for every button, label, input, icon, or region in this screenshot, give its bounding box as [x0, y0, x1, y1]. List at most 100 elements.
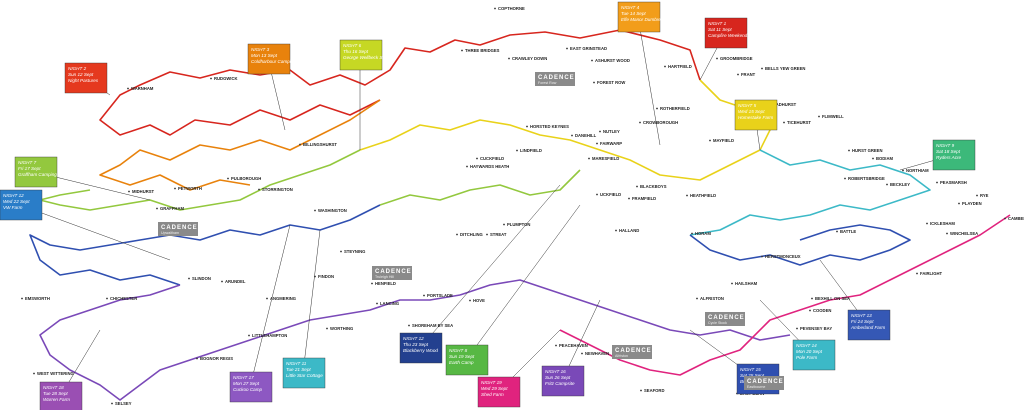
- night-box: [477, 376, 521, 408]
- night-site: Shed Farm: [481, 392, 504, 397]
- night-site: Earth Camp: [449, 360, 474, 365]
- leader-line: [637, 16, 661, 146]
- place-label: PULBOROUGH: [231, 176, 261, 181]
- night-date: Mon 27 Sept: [233, 381, 260, 386]
- place-label: NEWHAVEN: [585, 351, 609, 356]
- place-label: FRAMFIELD: [632, 196, 656, 201]
- night-site: Pole Farm: [796, 355, 817, 360]
- cadence-brand: CADENCE: [161, 225, 198, 231]
- place-label: LANCING: [380, 301, 399, 306]
- place-label: PLAYDEN: [962, 201, 982, 206]
- place-dot: [571, 134, 573, 137]
- cadence-brand: CADENCE: [375, 269, 412, 275]
- route: [29, 204, 381, 286]
- place-dot: [926, 222, 928, 225]
- cadence-box: [158, 222, 198, 236]
- place-label: WASHINGTON: [318, 208, 347, 213]
- night-title: NIGHT 16: [545, 369, 566, 374]
- place-label: SEAFORD: [644, 388, 664, 393]
- night-site: George Wellbeck Sellers: [343, 55, 394, 60]
- place-label: CHICHESTER: [110, 296, 137, 301]
- place-dot: [508, 57, 510, 60]
- place-label: PEACEHAVEN: [559, 343, 588, 348]
- place-dot: [640, 389, 642, 392]
- place-label: HEATHFIELD: [690, 193, 716, 198]
- place-label: CROWBOROUGH: [643, 120, 678, 125]
- place-label: ROBERTSBRIDGE: [848, 176, 885, 181]
- place-dot: [196, 357, 198, 360]
- place-label: ASHURST WOOD: [595, 58, 630, 63]
- place-label: HORAM: [695, 231, 711, 236]
- night-title: NIGHT 18: [43, 385, 64, 390]
- night-date: Sun 12 Sept: [68, 72, 94, 77]
- place-dot: [1004, 217, 1006, 220]
- place-dot: [21, 297, 23, 300]
- place-label: UCKFIELD: [600, 192, 621, 197]
- night-title: NIGHT 8: [449, 348, 468, 353]
- place-dot: [299, 143, 301, 146]
- place-dot: [691, 232, 693, 235]
- place-label: PLUMPTON: [507, 222, 530, 227]
- place-labels: COPTHORNE THREE BRIDGES CRAWLEY DOWN EAST G…: [21, 6, 1024, 406]
- leader-line: [465, 204, 581, 361]
- place-label: TICEHURST: [787, 120, 811, 125]
- night-box: [247, 43, 291, 75]
- night-box: [445, 344, 489, 376]
- night-box: [792, 339, 836, 371]
- place-dot: [761, 67, 763, 70]
- place-label: ARUNDEL: [225, 279, 246, 284]
- place-label: ROTHERFIELD: [660, 106, 690, 111]
- route: [39, 149, 361, 211]
- place-label: PEVENSEY BAY: [800, 326, 832, 331]
- night-site: Campfire Weekends: [708, 33, 750, 38]
- cadence-site: Truleigh Hill: [375, 275, 394, 279]
- cadence-box: [535, 72, 575, 86]
- place-dot: [106, 297, 108, 300]
- place-label: SHOREHAM BY SEA: [412, 323, 453, 328]
- leader-line: [302, 229, 321, 374]
- night-title: NIGHT 12: [3, 193, 24, 198]
- place-dot: [902, 169, 904, 172]
- place-dot: [526, 125, 528, 128]
- place-label: BEXHILL ON SEA: [815, 296, 850, 301]
- night-box: [64, 62, 108, 94]
- place-label: HARTFIELD: [668, 64, 692, 69]
- place-dot: [686, 194, 688, 197]
- night-title: NIGHT 13: [851, 313, 872, 318]
- place-dot: [591, 59, 593, 62]
- leader-line: [419, 184, 561, 349]
- place-dot: [656, 107, 658, 110]
- place-label: THREE BRIDGES: [465, 48, 500, 53]
- route: [689, 224, 911, 266]
- night-date: Mon 13 Sept: [251, 53, 278, 58]
- night-date: Sun 26 Sept: [545, 375, 571, 380]
- night-site: Graffham Camping: [18, 172, 57, 177]
- place-dot: [872, 157, 874, 160]
- place-dot: [664, 65, 666, 68]
- night-title: NIGHT 7: [18, 160, 37, 165]
- place-label: FINDON: [318, 274, 334, 279]
- night-box: [704, 17, 748, 49]
- place-label: BELLS YEW GREEN: [765, 66, 805, 71]
- leader-line: [19, 204, 171, 261]
- place-label: BATTLE: [840, 229, 856, 234]
- place-label: HAYWARDS HEATH: [470, 164, 509, 169]
- night-date: Sun 19 Sept: [449, 354, 475, 359]
- place-dot: [258, 188, 260, 191]
- night-title: NIGHT 5: [738, 103, 757, 108]
- routes: [29, 29, 1011, 401]
- place-dot: [946, 232, 948, 235]
- place-label: RYE: [980, 193, 989, 198]
- night-site: Blackberry Wood: [403, 348, 438, 353]
- route: [379, 169, 581, 206]
- place-dot: [709, 139, 711, 142]
- place-label: ICKLESHAM: [930, 221, 955, 226]
- place-dot: [886, 183, 888, 186]
- place-label: WARNHAM: [131, 86, 154, 91]
- night-box: [541, 365, 585, 397]
- night-box: [734, 99, 778, 131]
- place-label: BECKLEY: [890, 182, 910, 187]
- place-dot: [340, 250, 342, 253]
